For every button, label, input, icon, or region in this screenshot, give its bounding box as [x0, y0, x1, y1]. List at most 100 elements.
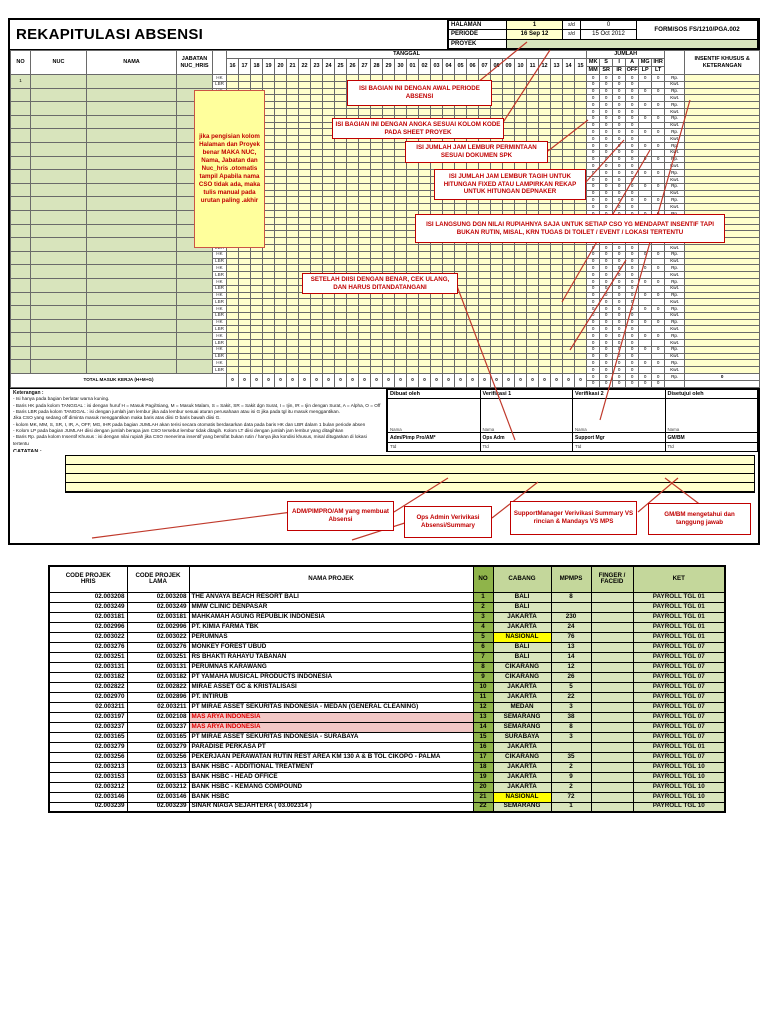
date-cell	[322, 257, 335, 266]
code-lama-cell: 02.003256	[126, 751, 190, 763]
date-cell	[550, 277, 563, 286]
date-cell	[370, 237, 383, 245]
ket-cell: PAYROLL TGL 01	[632, 611, 726, 623]
jumlah-cell: 0	[625, 366, 640, 375]
date-cell	[490, 271, 503, 279]
jumlah-cell: 0	[625, 345, 640, 354]
project-no-cell: 22	[472, 801, 494, 813]
date-cell	[298, 141, 311, 150]
project-row: 02.002822 02.002822 MIRAE ASSET GC & KRI…	[48, 681, 726, 693]
date-cell	[286, 230, 299, 239]
date-cell	[286, 74, 299, 82]
date-cell	[262, 257, 275, 266]
date-cell	[298, 257, 311, 266]
date-cell	[310, 74, 323, 82]
date-cell	[250, 318, 263, 327]
date-cell	[490, 366, 503, 375]
nama-cell	[86, 155, 177, 171]
date-cell	[406, 311, 419, 320]
date-cell	[286, 155, 299, 164]
date-cell	[514, 359, 527, 368]
date-cell	[310, 175, 323, 184]
nuc-cell	[30, 332, 87, 347]
date-cell	[382, 345, 395, 354]
project-no-cell: 11	[472, 691, 494, 703]
total-date-cell: 0	[394, 373, 407, 388]
date-cell	[322, 318, 335, 327]
date-cell	[538, 87, 551, 96]
date-cell	[310, 107, 323, 116]
jumlah-cell: 0	[599, 318, 614, 327]
date-cell	[226, 305, 239, 313]
date-cell	[358, 175, 371, 184]
date-cell	[382, 169, 395, 177]
jumlah-cell: 0	[625, 339, 640, 347]
date-cell	[550, 271, 563, 279]
date-cell	[310, 155, 323, 164]
date-cell	[298, 175, 311, 184]
date-cell	[490, 345, 503, 354]
date-cell	[226, 291, 239, 300]
project-no-cell: 14	[472, 721, 494, 733]
date-cell	[226, 271, 239, 279]
no-cell	[10, 318, 31, 334]
date-cell	[478, 332, 491, 341]
date-cell	[514, 74, 527, 82]
cabang-cell: NASIONAL	[492, 631, 552, 643]
date-cell	[298, 230, 311, 239]
date-cell	[334, 169, 347, 177]
date-cell	[454, 305, 467, 313]
insentif-cell	[684, 243, 761, 252]
date-cell	[478, 345, 491, 354]
date-cell	[454, 264, 467, 273]
date-cell	[514, 291, 527, 300]
date-cell	[286, 284, 299, 293]
jabatan-cell	[176, 332, 213, 347]
jumlah-cell: 0	[586, 291, 601, 300]
code-hris-cell: 02.002996	[48, 621, 128, 633]
date-cell	[442, 339, 455, 347]
date-column-header: 25	[334, 58, 347, 75]
nama-cell	[86, 223, 177, 239]
date-cell	[274, 345, 287, 354]
date-cell	[334, 74, 347, 82]
jumlah-cell: 0	[638, 182, 653, 191]
date-cell	[442, 359, 455, 368]
jumlah-cell: 0	[651, 74, 666, 82]
date-cell	[274, 311, 287, 320]
date-cell	[406, 359, 419, 368]
date-cell	[573, 107, 588, 116]
date-cell	[538, 284, 551, 293]
row-label-hk: HK	[212, 318, 227, 327]
project-no-cell: 8	[472, 661, 494, 673]
date-cell	[346, 107, 359, 116]
date-cell	[274, 257, 287, 266]
date-cell	[274, 264, 287, 273]
ket-cell: PAYROLL TGL 10	[632, 781, 726, 793]
date-cell	[358, 257, 371, 266]
mpmps-cell: 5	[550, 681, 592, 693]
project-name-cell: BANK HSBC	[188, 791, 474, 803]
date-cell	[514, 298, 527, 307]
rp-label: Rp.	[664, 74, 686, 82]
date-cell	[238, 366, 251, 375]
date-cell	[334, 339, 347, 347]
date-cell	[334, 141, 347, 150]
date-cell	[394, 237, 407, 245]
date-cell	[322, 298, 335, 307]
date-cell	[562, 250, 575, 259]
date-cell	[310, 298, 323, 307]
catatan-section	[10, 452, 758, 496]
row-label-lbr: LBR	[212, 298, 227, 307]
jumlah-cell: 0	[599, 169, 614, 177]
date-cell	[346, 237, 359, 245]
cabang-cell: CIKARANG	[492, 671, 552, 683]
total-date-cell: 0	[502, 373, 515, 388]
jumlah-cell: 0	[586, 366, 601, 375]
date-cell	[550, 203, 563, 211]
jumlah-cell: 0	[651, 291, 666, 300]
jumlah-cell: 0	[599, 189, 614, 198]
date-cell	[562, 332, 575, 341]
date-cell	[550, 148, 563, 157]
